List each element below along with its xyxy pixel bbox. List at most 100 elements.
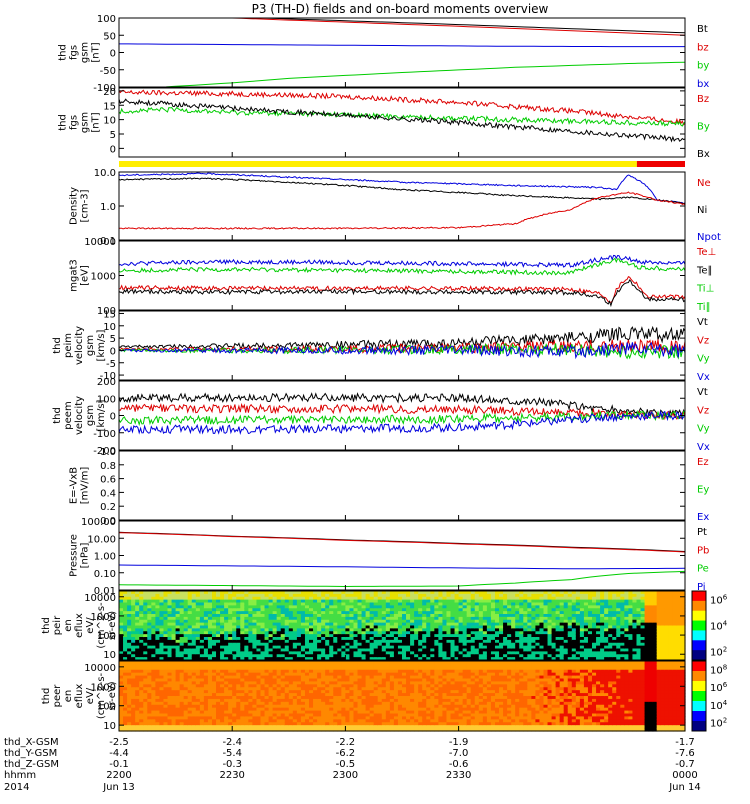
frame-efield <box>119 451 685 520</box>
series-temp-2 <box>119 277 685 303</box>
ytick-label: 100.00 <box>81 517 116 528</box>
colorbar-swatch <box>692 640 706 650</box>
ylabel-fgs: thdfgsgsm[nT] <box>58 42 102 63</box>
ylabel-line: Pressure <box>69 534 80 577</box>
ylabel-line: thd <box>41 688 52 705</box>
ylabel-line: gsm <box>85 405 96 426</box>
ylabel-line: velocity <box>74 326 85 365</box>
ylabel-line: E=-VxB <box>69 467 80 504</box>
ylabel-line: thd <box>58 114 69 131</box>
colorbar-swatch <box>692 630 706 640</box>
ytick-label: 1000 <box>91 272 116 283</box>
ylabel-line: gsm <box>80 42 91 63</box>
colorbar-tick-exp: 4 <box>723 620 728 628</box>
series-fgs-2 <box>119 44 685 47</box>
ytick-label: 15 <box>103 101 116 112</box>
ytick-label: 50 <box>103 31 116 42</box>
legend-peem-1: Vz <box>697 405 709 416</box>
legend-peem-0: Vt <box>697 387 708 398</box>
ylabel-density: Density[cm-3] <box>69 187 91 225</box>
colorbar-swatch <box>692 650 706 660</box>
legend-peim-3: Vx <box>697 372 710 383</box>
ylabel-line: en <box>63 690 74 703</box>
ylabel-line: Density <box>69 187 80 225</box>
series-pressure-1 <box>119 533 685 552</box>
colorbar-tick: 104 <box>710 620 728 633</box>
heatmap-peer <box>119 661 686 732</box>
ytick-label: 0 <box>110 346 116 357</box>
colorbar-tick-base: 10 <box>710 622 723 633</box>
legend-temp-1: Te∥ <box>696 265 713 276</box>
legend-pressure-2: Pe <box>697 564 709 575</box>
ytick-label: 0.2 <box>100 502 116 513</box>
ylabel-line: [mV/m] <box>80 467 91 505</box>
legend-fgs_zoom-1: By <box>697 122 710 133</box>
legend-temp-2: Ti⊥ <box>696 284 714 295</box>
legend-peem-3: Vx <box>697 442 710 453</box>
series-density-2 <box>119 192 685 229</box>
ytick-label: 0.10 <box>94 569 116 580</box>
series-peem-2 <box>119 411 685 424</box>
ytick-label: 10 <box>103 322 116 333</box>
legend-fgs-1: bz <box>697 42 709 53</box>
colorbar-tick-exp: 2 <box>723 646 727 654</box>
series-fgs-0 <box>119 18 685 33</box>
ylabel-line: [nT] <box>91 42 102 62</box>
ylabel-line: thd <box>52 407 63 424</box>
ylabel-line: en <box>63 619 74 632</box>
legend-efield-1: Ey <box>697 485 709 496</box>
legend-fgs-3: bx <box>697 79 709 90</box>
legend-peem-2: Vy <box>697 424 710 435</box>
colorbar-tick: 102 <box>710 646 727 659</box>
ytick-label: 10000 <box>84 593 116 604</box>
frame-pressure <box>119 521 685 590</box>
legend-pressure-0: Pt <box>697 527 707 538</box>
panel-peim: thdpeimvelocitygsm[km/s]151050-5-10VtVzV… <box>52 309 710 383</box>
ylabel-peim: thdpeimvelocitygsm[km/s] <box>52 326 107 365</box>
legend-density-2: Npot <box>697 232 721 243</box>
legend-peim-2: Vy <box>697 354 710 365</box>
legend-peim-0: Vt <box>697 317 708 328</box>
chart-title: P3 (TH-D) fields and on-board moments ov… <box>252 2 549 16</box>
legend-fgs-2: by <box>697 61 709 72</box>
ylabel-line: [nT] <box>91 112 102 132</box>
ytick-label: 10.00 <box>87 534 116 545</box>
ytick-label: 10000 <box>84 237 116 248</box>
colorbar-tick-base: 10 <box>710 648 723 659</box>
panel-pressure: Pressure[nPa]100.0010.001.000.100.01PtPb… <box>69 517 710 597</box>
ytick-label: 1000 <box>91 612 116 623</box>
ytick-label: 0.8 <box>100 461 116 472</box>
series-fgs-1 <box>119 18 685 35</box>
ytick-label: 0.6 <box>100 475 116 486</box>
ytick-label: 10 <box>103 650 116 661</box>
colorbar-swatch <box>692 611 706 621</box>
ytick-label: 5 <box>110 334 116 345</box>
ylabel-line: thd <box>52 337 63 354</box>
legend-fgs-0: Bt <box>697 24 708 35</box>
ytick-label: -50 <box>100 66 116 77</box>
ylabel-line: fgs <box>69 115 80 130</box>
legend-fgs_zoom-0: Bz <box>697 94 709 105</box>
ytick-label: 0 <box>110 412 116 423</box>
ylabel-line: fgs <box>69 45 80 60</box>
ylabel-line: peem <box>63 401 74 429</box>
ylabel-line: [nPa] <box>80 542 91 568</box>
ytick-label: 10.0 <box>94 168 116 179</box>
ylabel-line: [cm-3] <box>80 189 91 222</box>
legend-fgs_zoom-2: Bx <box>697 149 710 160</box>
colorbar-swatch <box>692 591 706 601</box>
colorbar-tick-base: 10 <box>710 595 723 606</box>
ytick-label: 10 <box>103 116 116 127</box>
colorbar-tick-exp: 6 <box>723 593 728 601</box>
ytick-label: -5 <box>106 359 116 370</box>
ylabel-line: [eV] <box>80 265 91 286</box>
legend-pressure-1: Pb <box>697 545 709 556</box>
series-temp-3 <box>119 280 685 306</box>
ylabel-line: gsm <box>85 335 96 356</box>
